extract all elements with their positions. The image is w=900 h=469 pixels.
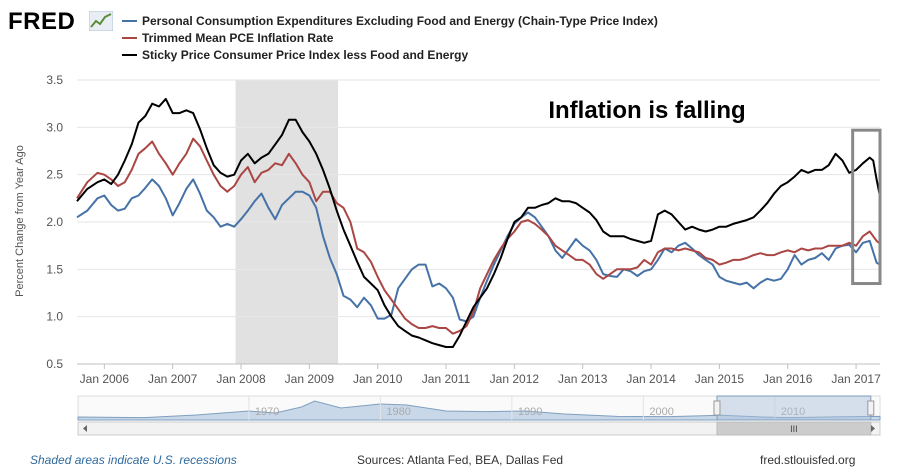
y-axis: 0.5 1.0 1.5 2.0 2.5 3.0 3.5 [46, 73, 63, 371]
x-tick-label: Jan 2015 [695, 372, 745, 386]
annotation-inflation-falling: Inflation is falling [548, 97, 745, 124]
x-tick-label: Jan 2009 [285, 372, 335, 386]
y-axis-label: Percent Change from Year Ago [14, 145, 26, 297]
x-tick-label: Jan 2013 [558, 372, 608, 386]
legend-swatch-sticky-cpi [122, 53, 137, 56]
scroll-left-arrow-icon[interactable] [83, 425, 87, 432]
x-tick-label: Jan 2012 [490, 372, 540, 386]
chart-legend: Personal Consumption Expenditures Exclud… [122, 12, 658, 63]
navigator-label: 2000 [649, 406, 673, 418]
legend-label-sticky-cpi: Sticky Price Consumer Price Index less F… [142, 47, 469, 62]
x-tick-label: Jan 2017 [831, 372, 881, 386]
x-tick-label: Jan 2016 [763, 372, 813, 386]
legend-swatch-trimmed-pce [122, 36, 137, 39]
navigator-label: 2010 [781, 406, 805, 418]
x-tick-label: Jan 2008 [216, 372, 266, 386]
navigator-area [77, 400, 881, 421]
y-tick-label: 1.5 [46, 262, 63, 276]
navigator-handle-left [713, 400, 721, 416]
series-layer [76, 97, 881, 348]
highlight-box [851, 128, 882, 286]
range-scrollbar[interactable]: III [77, 421, 881, 436]
x-tick-label: Jan 2011 [422, 372, 471, 386]
x-tick-label: Jan 2010 [353, 372, 403, 386]
sources-note: Sources: Atlanta Fed, BEA, Dallas Fed [357, 453, 564, 467]
recession-note: Shaded areas indicate U.S. recessions [30, 453, 237, 467]
legend-swatch-core-pce [122, 19, 137, 22]
site-link[interactable]: fred.stlouisfed.org [760, 453, 856, 467]
x-tick-label: Jan 2006 [80, 372, 130, 386]
scrollbar-grip-icon: III [790, 424, 798, 434]
scrollbar-thumb [716, 421, 872, 436]
x-tick-label: Jan 2014 [626, 372, 676, 386]
scroll-right-arrow-icon[interactable] [871, 425, 875, 432]
fred-logo[interactable]: FRED [8, 8, 76, 35]
legend-entry-core-pce[interactable]: Personal Consumption Expenditures Exclud… [122, 12, 658, 29]
scrollbar-track [77, 421, 881, 436]
series-line-trimmed-pce [76, 137, 881, 335]
y-tick-label: 1.0 [46, 310, 63, 324]
x-tick-label: Jan 2007 [148, 372, 198, 386]
range-navigator[interactable]: 1970 1980 1990 2000 2010 [77, 395, 881, 421]
navigator-label: 1970 [255, 406, 279, 418]
series-line-core-pce [76, 178, 881, 323]
chart-header: FRED Personal Consumption Expenditures E… [0, 0, 900, 72]
navigator-selection [716, 395, 872, 421]
legend-entry-trimmed-pce[interactable]: Trimmed Mean PCE Inflation Rate [122, 29, 658, 46]
y-tick-label: 3.0 [46, 120, 63, 134]
legend-entry-sticky-cpi[interactable]: Sticky Price Consumer Price Index less F… [122, 46, 658, 63]
y-tick-label: 2.0 [46, 215, 63, 229]
legend-label-trimmed-pce: Trimmed Mean PCE Inflation Rate [142, 30, 334, 45]
navigator-label: 1980 [386, 406, 410, 418]
legend-label-core-pce: Personal Consumption Expenditures Exclud… [142, 13, 658, 28]
series-line-sticky-cpi [76, 97, 881, 348]
navigator-label: 1990 [518, 406, 542, 418]
y-tick-label: 0.5 [46, 357, 63, 371]
x-axis: Jan 2006 Jan 2007 Jan 2008 Jan 2009 Jan 2010… [77, 363, 881, 386]
navigator-handle-right [867, 400, 875, 416]
y-tick-label: 3.5 [46, 73, 63, 87]
line-chart: 0.51.01.52.02.53.03.5 Jan 2006 Jan 2007 Ja… [14, 73, 882, 436]
y-tick-label: 2.5 [46, 168, 63, 182]
fred-line-chart-icon [89, 11, 113, 31]
